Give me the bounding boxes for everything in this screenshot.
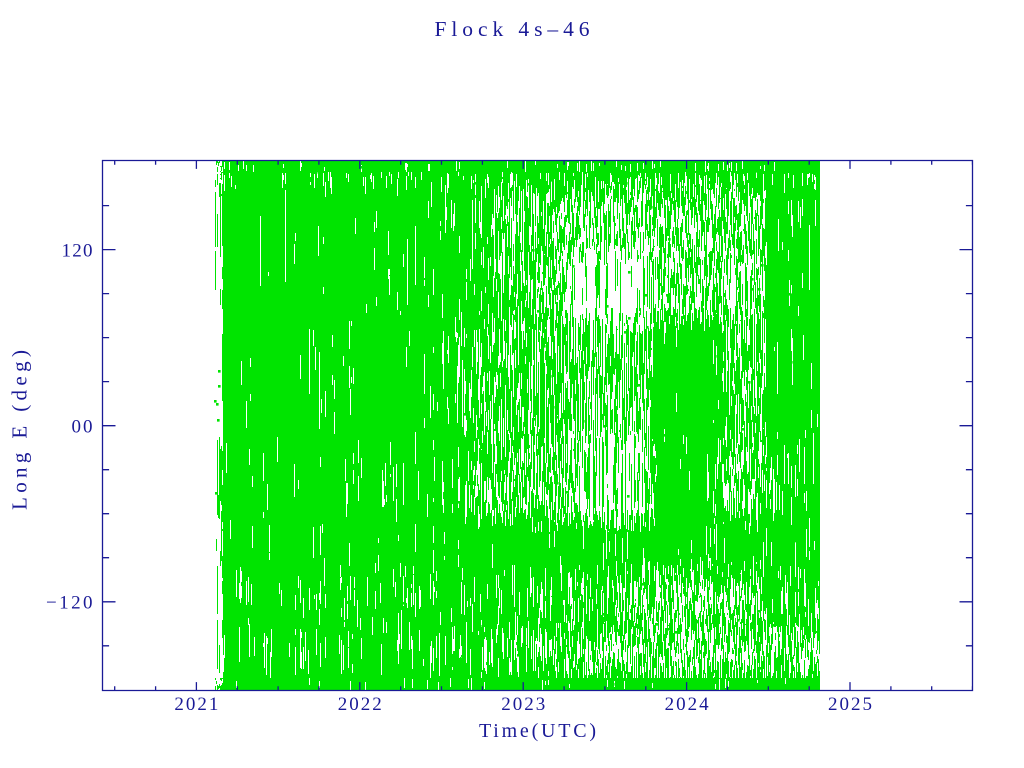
svg-text:Time(UTC): Time(UTC) xyxy=(479,720,596,742)
svg-text:Long E (deg): Long E (deg) xyxy=(8,350,32,510)
svg-text:120: 120 xyxy=(62,240,93,261)
svg-text:2024: 2024 xyxy=(665,694,710,715)
